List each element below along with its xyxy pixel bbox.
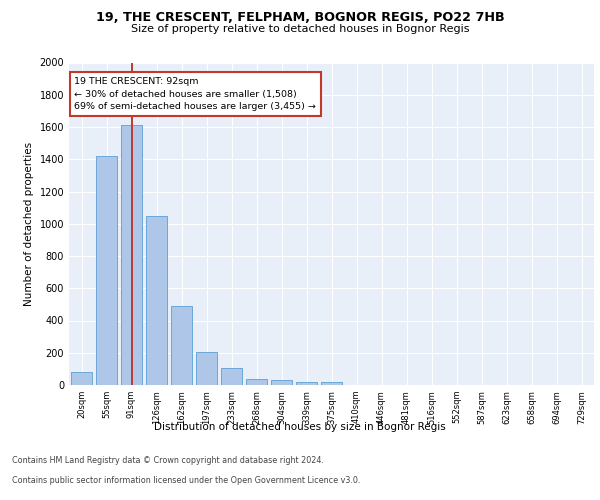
Bar — [146, 216, 167, 385]
Bar — [321, 382, 342, 385]
Bar — [221, 368, 242, 385]
Bar — [121, 126, 142, 385]
Text: Size of property relative to detached houses in Bognor Regis: Size of property relative to detached ho… — [131, 24, 469, 34]
Text: 19 THE CRESCENT: 92sqm
← 30% of detached houses are smaller (1,508)
69% of semi-: 19 THE CRESCENT: 92sqm ← 30% of detached… — [74, 77, 316, 111]
Text: 19, THE CRESCENT, FELPHAM, BOGNOR REGIS, PO22 7HB: 19, THE CRESCENT, FELPHAM, BOGNOR REGIS,… — [95, 11, 505, 24]
Bar — [271, 380, 292, 385]
Text: Distribution of detached houses by size in Bognor Regis: Distribution of detached houses by size … — [154, 422, 446, 432]
Bar — [96, 156, 117, 385]
Bar — [296, 382, 317, 385]
Bar — [196, 352, 217, 385]
Bar — [171, 306, 192, 385]
Text: Contains public sector information licensed under the Open Government Licence v3: Contains public sector information licen… — [12, 476, 361, 485]
Y-axis label: Number of detached properties: Number of detached properties — [24, 142, 34, 306]
Text: Contains HM Land Registry data © Crown copyright and database right 2024.: Contains HM Land Registry data © Crown c… — [12, 456, 324, 465]
Bar — [246, 378, 267, 385]
Bar — [71, 372, 92, 385]
